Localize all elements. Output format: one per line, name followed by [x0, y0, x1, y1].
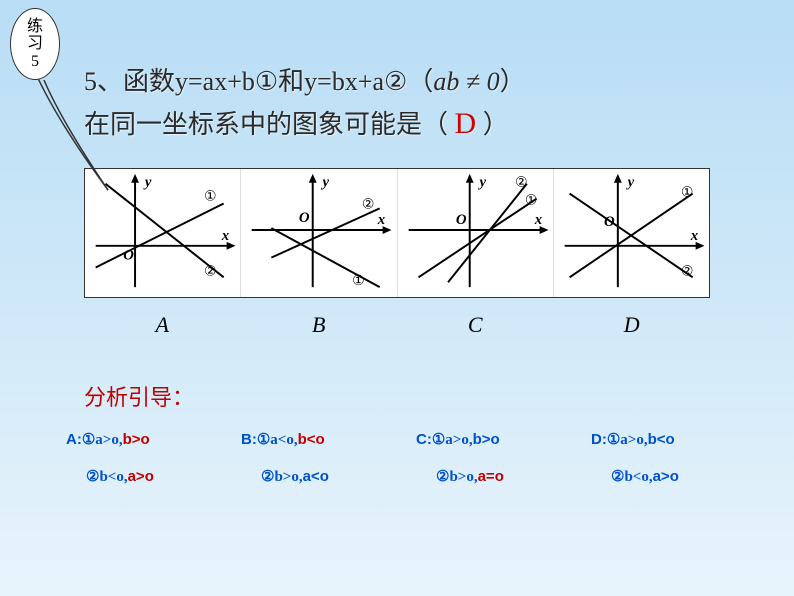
tag-line3: 5 — [31, 53, 39, 71]
d-r2b: a>o — [653, 468, 679, 485]
a-r2: ②b<o, — [86, 467, 128, 486]
svg-text:y: y — [625, 175, 634, 191]
svg-text:②: ② — [362, 196, 374, 211]
svg-text:x: x — [377, 212, 386, 228]
svg-text:O: O — [604, 214, 615, 230]
opt-c: C — [397, 312, 554, 338]
q-suffix: ） — [500, 67, 526, 96]
c-label: C: — [416, 431, 432, 448]
c-r2b: a=o — [478, 468, 504, 485]
b-r2: ②b>o, — [261, 467, 303, 486]
svg-text:y: y — [321, 175, 330, 191]
d-r2: ②b<o, — [611, 467, 653, 486]
opt-a: A — [84, 312, 241, 338]
svg-text:y: y — [143, 175, 152, 191]
analysis-col-c: C:①a>o,b>o ②b>o,a=o — [410, 430, 585, 504]
tag-tail-pointer — [28, 72, 128, 202]
svg-text:y: y — [477, 175, 486, 191]
analysis-col-b: B:①a<o,b<o ②b>o,a<o — [235, 430, 410, 504]
exercise-tag: 练 习 5 — [10, 8, 60, 80]
a-r1b: b>o — [123, 431, 150, 448]
option-labels-row: A B C D — [84, 312, 710, 338]
opt-d: D — [554, 312, 711, 338]
svg-text:①: ① — [352, 273, 364, 288]
svg-text:x: x — [689, 228, 698, 244]
analysis-grid: A:①a>o,b>o ②b<o,a>o B:①a<o,b<o ②b>o,a<o … — [60, 430, 760, 504]
analysis-col-d: D:①a>o,b<o ②b<o,a>o — [585, 430, 760, 504]
d-r1b: b<o — [648, 431, 675, 448]
c-r2: ②b>o, — [436, 467, 478, 486]
analysis-title: 分析引导： — [84, 380, 194, 412]
a-label: A: — [66, 431, 82, 448]
svg-text:①: ① — [524, 192, 536, 207]
q-line2-pre: 在同一坐标系中的图象可能是（ — [84, 110, 455, 139]
graph-d: y x O ① ② — [554, 169, 709, 297]
svg-text:②: ② — [515, 175, 527, 190]
c-r1: ①a>o, — [432, 430, 473, 449]
svg-text:①: ① — [681, 185, 693, 200]
question-text: 5、函数y=ax+b①和y=bx+a②（ab ≠ 0） 在同一坐标系中的图象可能… — [84, 62, 724, 146]
b-label: B: — [241, 431, 257, 448]
a-r1: ①a>o, — [82, 430, 123, 449]
a-r2b: a>o — [128, 468, 154, 485]
tag-line1: 练 — [27, 18, 43, 36]
graph-c: y x O ② ① — [398, 169, 554, 297]
svg-text:O: O — [455, 212, 466, 228]
tag-line2: 习 — [27, 35, 43, 53]
opt-b: B — [241, 312, 398, 338]
q-line2-post: ） — [476, 110, 509, 139]
q-condition: ab ≠ 0 — [433, 67, 499, 96]
svg-text:O: O — [123, 248, 134, 264]
graph-b: y x O ② ① — [241, 169, 397, 297]
b-r1: ①a<o, — [257, 430, 298, 449]
svg-text:②: ② — [681, 263, 693, 278]
svg-text:x: x — [533, 212, 542, 228]
svg-text:①: ① — [204, 189, 216, 204]
q-answer: D — [455, 107, 477, 140]
analysis-col-a: A:①a>o,b>o ②b<o,a>o — [60, 430, 235, 504]
d-label: D: — [591, 431, 607, 448]
svg-text:②: ② — [204, 263, 216, 278]
b-r2b: a<o — [303, 468, 329, 485]
svg-text:x: x — [221, 228, 230, 244]
graphs-container: y x O ① ② y x O ② ① y x O ② ① y x O ① ② — [84, 168, 710, 298]
q-prefix: 5、函数y=ax+b①和y=bx+a②（ — [84, 67, 433, 96]
svg-text:O: O — [299, 210, 310, 226]
b-r1b: b<o — [298, 431, 325, 448]
c-r1b: b>o — [473, 431, 500, 448]
d-r1: ①a>o, — [607, 430, 648, 449]
